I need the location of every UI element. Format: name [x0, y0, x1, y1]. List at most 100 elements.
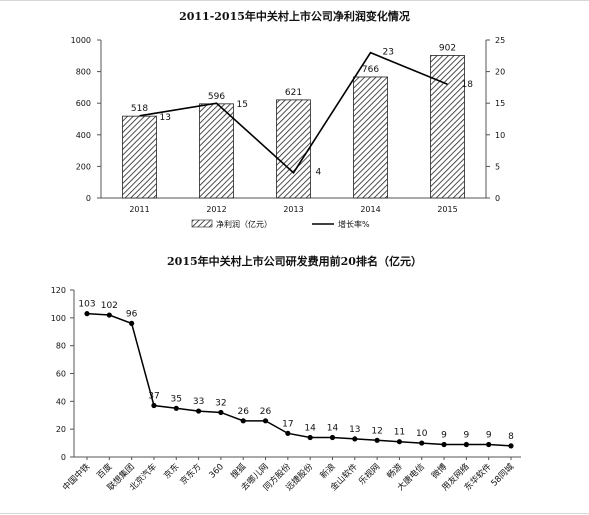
x-tick-label: 新浪 [318, 461, 338, 481]
x-tick-label: 2012 [206, 205, 226, 214]
y-tick-label: 40 [56, 397, 66, 406]
x-tick-label: 畅游 [385, 461, 405, 481]
value-label: 9 [486, 430, 492, 440]
data-point [396, 439, 403, 445]
chart1-axes: 0 200 400 600 800 1000 0 5 10 15 20 25 2011 2012 2013 2… [71, 36, 506, 214]
profit-value-label: 518 [131, 104, 148, 114]
right-tick-label: 15 [495, 99, 505, 108]
rd-expense-line [86, 312, 512, 447]
data-point [486, 441, 492, 448]
value-label: 9 [464, 430, 470, 440]
right-tick-label: 0 [495, 194, 500, 203]
y-tick-label: 100 [51, 314, 66, 323]
data-point [151, 402, 157, 409]
data-point [218, 409, 224, 416]
data-point [463, 441, 469, 448]
growth-value-label: 4 [316, 168, 322, 178]
profit-value-label: 766 [362, 65, 379, 75]
y-tick-label: 0 [61, 453, 66, 462]
growth-value-label: 13 [160, 113, 171, 123]
value-label: 103 [78, 300, 95, 310]
x-tick-label: 2013 [283, 205, 303, 214]
chart1-growth-line [139, 51, 448, 174]
value-label: 35 [171, 394, 182, 404]
value-label: 14 [327, 424, 339, 434]
x-tick-label: 58同城 [489, 462, 516, 489]
data-point [329, 434, 336, 441]
data-point [307, 434, 313, 441]
x-tick-label: 2014 [360, 205, 380, 214]
profit-bar [199, 103, 234, 199]
growth-value-label: 18 [462, 80, 474, 90]
data-point [262, 418, 269, 424]
data-point [129, 320, 135, 326]
value-label: 10 [416, 429, 428, 439]
x-tick-label: 京东方 [178, 461, 204, 487]
chart1-title: 2011-2015年中关村上市公司净利润变化情况 [179, 10, 410, 23]
value-label: 37 [148, 392, 159, 402]
value-label: 33 [193, 397, 204, 407]
x-tick-label: 京东 [162, 461, 182, 481]
y-tick-label: 20 [56, 425, 66, 434]
left-tick-label: 400 [76, 131, 91, 140]
left-tick-label: 800 [76, 68, 91, 77]
value-label: 32 [215, 398, 226, 408]
profit-bar [276, 99, 311, 199]
x-tick-label: 微博 [429, 461, 449, 481]
chart1-data-labels: 518 596 621 766 902 13 15 4 23 18 [131, 43, 473, 177]
chart2-title: 2015年中关村上市公司研发费用前20排名（亿元） [167, 255, 422, 268]
growth-value-label: 23 [383, 48, 394, 58]
value-label: 14 [304, 424, 316, 434]
x-tick-label: 搜狐 [229, 461, 249, 481]
chart1-bars [122, 55, 465, 199]
x-tick-label: 乐视网 [356, 461, 382, 487]
profit-bar [353, 76, 388, 199]
data-point [195, 408, 202, 414]
value-label: 11 [394, 428, 405, 438]
data-point [240, 418, 246, 424]
value-label: 12 [371, 426, 382, 436]
x-tick-label: 2015 [437, 205, 457, 214]
x-tick-label: 中国中铁 [60, 461, 92, 493]
legend-bar-swatch [191, 219, 213, 228]
right-tick-label: 5 [495, 162, 500, 171]
left-tick-label: 0 [86, 194, 91, 203]
x-tick-label: 百度 [95, 461, 115, 481]
bottom-border [0, 513, 589, 514]
x-tick-label: 2011 [129, 205, 149, 214]
top-border [0, 0, 589, 1]
data-point [441, 441, 447, 448]
y-tick-label: 60 [56, 370, 66, 379]
profit-bar [122, 115, 157, 199]
growth-rate-line [139, 51, 448, 174]
profit-value-label: 596 [208, 92, 225, 102]
data-point [419, 440, 425, 446]
value-label: 17 [282, 419, 293, 429]
data-point [106, 312, 112, 318]
data-point [285, 430, 291, 436]
data-point [508, 443, 514, 449]
value-label: 13 [349, 425, 360, 435]
y-tick-label: 120 [51, 286, 66, 295]
legend-line-label: 增长率% [338, 219, 370, 229]
right-tick-label: 20 [495, 68, 505, 77]
left-tick-label: 200 [76, 162, 91, 171]
chart2-data-labels: 103 102 96 37 35 33 32 26 26 17 14 14 13 12 11 10 9 9 9 8 [78, 300, 514, 442]
value-label: 26 [260, 407, 272, 417]
value-label: 9 [441, 430, 447, 440]
value-label: 102 [101, 301, 118, 311]
left-tick-label: 1000 [71, 36, 91, 45]
chart2-points [84, 311, 514, 449]
right-tick-label: 25 [495, 36, 505, 45]
value-label: 96 [126, 309, 138, 319]
value-label: 8 [508, 432, 514, 442]
y-tick-label: 80 [56, 342, 66, 351]
value-label: 26 [237, 407, 249, 417]
net-profit-chart: 0 200 400 600 800 1000 0 5 10 15 20 25 2011 2012 2013 2… [71, 36, 506, 229]
data-point [84, 311, 90, 317]
chart1-legend: 净利润（亿元） 增长率% [191, 219, 370, 229]
left-tick-label: 600 [76, 99, 91, 108]
right-tick-label: 10 [495, 131, 505, 140]
